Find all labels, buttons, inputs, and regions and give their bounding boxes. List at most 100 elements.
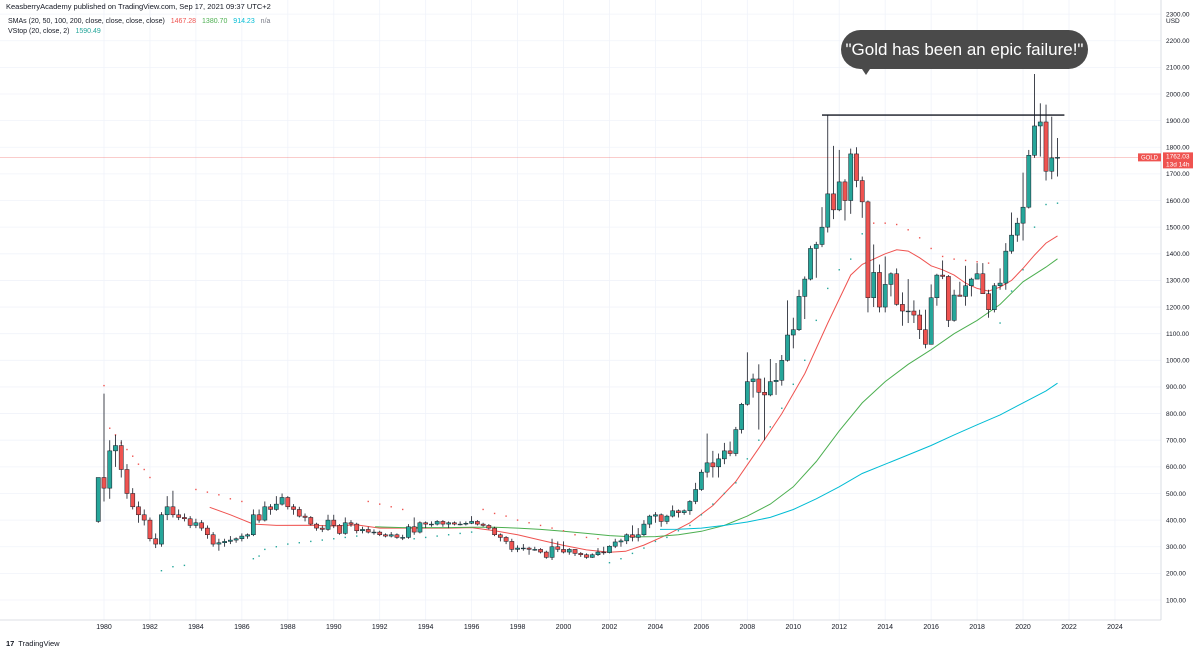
x-tick-label: 1986 bbox=[234, 624, 250, 631]
candle-body bbox=[549, 546, 555, 558]
candle-body bbox=[1055, 157, 1060, 159]
candle bbox=[888, 272, 894, 297]
candle bbox=[147, 517, 153, 542]
vstop-dot bbox=[379, 503, 381, 505]
candle bbox=[572, 549, 578, 557]
vstop-dot bbox=[666, 536, 668, 539]
candle bbox=[612, 538, 618, 549]
candle bbox=[475, 520, 480, 526]
candle-body bbox=[670, 510, 676, 517]
candle bbox=[704, 433, 710, 478]
candle bbox=[377, 530, 383, 537]
y-tick-label: 600.00 bbox=[1166, 464, 1186, 471]
y-axis[interactable]: 100.00 200.00 300.00 400.00 500.00 600.00 700.… bbox=[1166, 11, 1190, 604]
svg-text:1762.03: 1762.03 bbox=[1166, 153, 1190, 160]
candle bbox=[796, 289, 802, 332]
candle bbox=[176, 509, 182, 521]
candle bbox=[859, 176, 865, 218]
vstop-dot bbox=[758, 439, 760, 441]
y-tick-label: 1700.00 bbox=[1166, 171, 1190, 178]
vstop-dot bbox=[258, 555, 260, 557]
vstop-dot bbox=[574, 534, 576, 536]
candle bbox=[635, 528, 641, 542]
vstop-dot bbox=[850, 258, 852, 260]
candle bbox=[1009, 212, 1014, 254]
candle bbox=[923, 309, 928, 349]
x-tick-label: 2008 bbox=[740, 624, 756, 631]
candle-body bbox=[429, 523, 434, 526]
candle bbox=[917, 309, 923, 340]
vstop-dot bbox=[321, 539, 323, 541]
candle-body bbox=[365, 529, 371, 533]
candle bbox=[940, 260, 945, 280]
candle-body bbox=[624, 534, 630, 542]
candle bbox=[136, 501, 141, 523]
candle bbox=[969, 277, 974, 297]
candle bbox=[543, 550, 549, 559]
vstop-dot bbox=[700, 514, 703, 516]
candle bbox=[1055, 137, 1060, 177]
candle bbox=[779, 354, 785, 386]
vstop-dot bbox=[206, 491, 209, 493]
candle bbox=[182, 513, 187, 522]
vstop-dot bbox=[1045, 203, 1047, 206]
candle-body bbox=[871, 272, 877, 298]
annotation-bubble[interactable]: "Gold has been an epic failure!" bbox=[841, 30, 1088, 69]
vstop-dot bbox=[505, 515, 507, 517]
vstop-dot bbox=[930, 247, 932, 250]
candle bbox=[1032, 74, 1037, 158]
candle-body bbox=[767, 381, 773, 396]
candle bbox=[882, 256, 888, 313]
candle-body bbox=[463, 523, 469, 525]
candle-body bbox=[940, 274, 945, 277]
vstop-dot bbox=[861, 233, 863, 235]
vstop-dot bbox=[137, 463, 140, 465]
candle bbox=[716, 453, 721, 478]
vstop-dot bbox=[631, 552, 634, 555]
vstop-legend[interactable]: VStop (20, close, 2) 1590.49 bbox=[8, 27, 105, 37]
candle-body bbox=[727, 450, 733, 454]
candle bbox=[394, 533, 400, 539]
vstop-dot bbox=[367, 500, 369, 503]
tradingview-footer[interactable]: 17 TradingView bbox=[6, 638, 60, 650]
y-tick-label: 800.00 bbox=[1166, 411, 1186, 418]
sma50-value: 1380.70 bbox=[202, 18, 228, 25]
candle-body bbox=[314, 523, 319, 529]
candle bbox=[503, 536, 509, 545]
vstop-dot bbox=[132, 455, 134, 457]
y-tick-label: 400.00 bbox=[1166, 517, 1186, 524]
x-axis[interactable]: 1980 1982 1984 1986 1988 1990 1992 1994 1996 1998… bbox=[96, 624, 1123, 631]
candle-body bbox=[647, 515, 653, 525]
vstop-dot bbox=[918, 237, 921, 239]
candle bbox=[825, 115, 831, 233]
candle bbox=[296, 506, 302, 518]
x-tick-label: 1996 bbox=[464, 624, 480, 631]
vstop-dot bbox=[792, 383, 794, 385]
candle bbox=[262, 501, 268, 522]
candle-body bbox=[601, 551, 607, 554]
candle bbox=[767, 358, 773, 397]
sma-legend[interactable]: SMAs (20, 50, 100, 200, close, close, cl… bbox=[8, 17, 274, 27]
candle-body bbox=[865, 201, 871, 298]
sma200-value: n/a bbox=[260, 18, 271, 25]
candle-body bbox=[917, 314, 923, 330]
candle-body bbox=[1043, 121, 1049, 172]
candle bbox=[699, 469, 704, 491]
candle-body bbox=[296, 509, 302, 517]
x-tick-label: 1994 bbox=[418, 624, 434, 631]
candle bbox=[348, 520, 354, 527]
candle bbox=[411, 517, 417, 535]
candle-body bbox=[928, 297, 934, 345]
x-tick-label: 2004 bbox=[648, 624, 664, 631]
vstop-dot bbox=[126, 448, 128, 451]
tradingview-brand: TradingView bbox=[18, 639, 60, 648]
candle-body bbox=[716, 458, 721, 468]
candle-body bbox=[388, 534, 394, 537]
candle-body bbox=[1009, 234, 1014, 252]
candle bbox=[653, 512, 658, 523]
annotation-bubble-tail bbox=[860, 66, 872, 75]
vstop-dot bbox=[241, 500, 243, 503]
candle bbox=[170, 490, 176, 518]
vstop-dot bbox=[516, 519, 519, 521]
